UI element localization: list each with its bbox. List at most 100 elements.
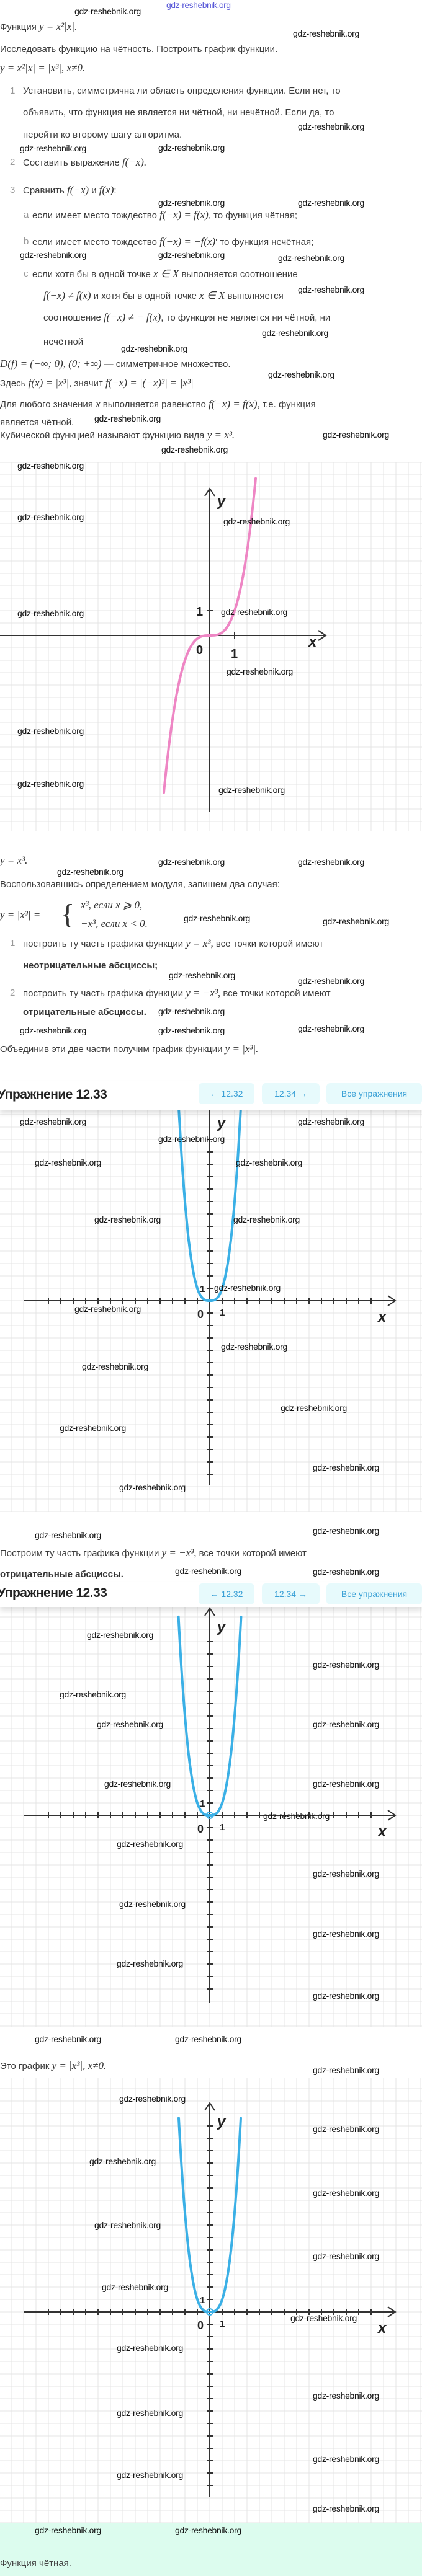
- math-expression: f(−x) = f(x): [208, 398, 258, 410]
- watermark-text: gdz-reshebnik.org: [158, 1134, 225, 1144]
- function-curve: [177, 2117, 242, 2313]
- text-fragment: и: [89, 185, 99, 196]
- watermark-text: gdz-reshebnik.org: [17, 608, 84, 618]
- text-line: построить ту часть графика функции y = −…: [23, 987, 331, 1000]
- prev-exercise-button[interactable]: ← 12.32: [199, 1083, 254, 1104]
- x-axis-arrow: [387, 1810, 397, 1821]
- text-line: отрицательные абсциссы.: [23, 1006, 146, 1019]
- watermark-text: gdz-reshebnik.org: [74, 6, 141, 16]
- watermark-text: gdz-reshebnik.org: [175, 1566, 241, 1576]
- text-fragment: Это график: [0, 2061, 52, 2071]
- watermark-text: gdz-reshebnik.org: [117, 2470, 183, 2480]
- math-expression: f(−x) = |(−x)³| = |x³|: [105, 377, 194, 389]
- watermark-text: gdz-reshebnik.org: [313, 1660, 379, 1670]
- text-fragment: является чётной.: [0, 417, 74, 428]
- watermark-text: gdz-reshebnik.org: [35, 2525, 101, 2535]
- watermark-text: gdz-reshebnik.org: [158, 143, 225, 153]
- math-expression: y = |x³|, x≠0.: [52, 2060, 107, 2071]
- math-expression: D(f) = (−∞; 0), (0; +∞): [0, 358, 102, 370]
- watermark-text: gdz-reshebnik.org: [74, 1304, 141, 1314]
- text-fragment: Составить выражение: [23, 157, 122, 168]
- exercise-header: Упражнение 12.33 ← 12.32 12.34 → Все упр…: [0, 1081, 422, 1110]
- watermark-text: gdz-reshebnik.org: [313, 1719, 379, 1729]
- text-line: соотношение f(−x) ≠ − f(x), то функция н…: [43, 311, 330, 324]
- grid: [0, 1110, 422, 1512]
- watermark-text: gdz-reshebnik.org: [221, 1342, 287, 1352]
- watermark-text: gdz-reshebnik.org: [278, 253, 344, 263]
- text-fragment: Сравнить: [23, 185, 68, 196]
- list-marker: 2: [10, 157, 16, 167]
- math-expression: f(−x): [67, 184, 89, 196]
- next-exercise-button[interactable]: 12.34 →: [262, 1583, 320, 1604]
- math-expression: y = −x³,: [161, 1547, 197, 1559]
- graph-abs-cubic-2: y x 0 1 1: [0, 1607, 422, 2027]
- excluded-point-icon: [206, 1812, 213, 1819]
- prev-exercise-button[interactable]: ← 12.32: [199, 1583, 254, 1604]
- watermark-text: gdz-reshebnik.org: [263, 1811, 330, 1821]
- watermark-text: gdz-reshebnik.org: [298, 857, 364, 867]
- text-line: является чётной.: [0, 417, 74, 429]
- watermark-text: gdz-reshebnik.org: [184, 913, 250, 923]
- piecewise-lhs: y = |x³| =: [0, 909, 41, 921]
- math-expression: f(−x) ≠ − f(x): [104, 311, 161, 323]
- graph-abs-cubic-3: y x 0 1 1: [0, 2078, 422, 2523]
- watermark-text: gdz-reshebnik.org: [298, 1024, 364, 1033]
- watermark-text: gdz-reshebnik.org: [17, 779, 84, 789]
- math-expression: f(−x).: [122, 156, 147, 168]
- text-fragment: нечётной: [43, 337, 84, 347]
- text-fragment: и хотя бы в одной точке: [91, 291, 200, 301]
- watermark-text: gdz-reshebnik.org: [20, 143, 86, 153]
- watermark-text: gdz-reshebnik.org: [158, 198, 225, 208]
- watermark-text: gdz-reshebnik.org: [268, 370, 334, 379]
- watermark-text: gdz-reshebnik.org: [35, 1530, 101, 1540]
- watermark-text: gdz-reshebnik.org: [60, 1423, 126, 1433]
- text-line: Объединив эти две части получим график ф…: [0, 1043, 258, 1056]
- all-exercises-button[interactable]: Все упражнения: [326, 1583, 422, 1604]
- math-expression: x ∈ X: [153, 268, 179, 280]
- text-fragment: Кубической функцией называют функцию вид…: [0, 430, 207, 441]
- x-axis-label: x: [307, 634, 318, 650]
- text-fragment: Воспользовавшись определением модуля, за…: [0, 879, 280, 890]
- x-axis-arrow: [387, 1295, 397, 1306]
- math-expression: f(x) = |x³|: [28, 377, 70, 389]
- list-marker: 1: [10, 86, 16, 96]
- text-line: Это график y = |x³|, x≠0.: [0, 2060, 106, 2073]
- y-tick-label: 1: [200, 1284, 205, 1295]
- watermark-text: gdz-reshebnik.org: [313, 2454, 379, 2464]
- y-axis-arrow: [204, 1607, 215, 1616]
- watermark-text: gdz-reshebnik.org: [158, 250, 225, 260]
- list-marker: 2: [10, 988, 16, 998]
- watermark-text: gdz-reshebnik.org: [313, 2188, 379, 2198]
- text-line: если имеет место тождество f(−x) = −f(x)…: [32, 236, 313, 249]
- watermark-text: gdz-reshebnik.org: [313, 1463, 379, 1472]
- next-exercise-button[interactable]: 12.34 →: [262, 1083, 320, 1104]
- watermark-text: gdz-reshebnik.org: [236, 1157, 302, 1167]
- piecewise-case-1: x³, если x ⩾ 0,: [81, 899, 143, 911]
- watermark-text: gdz-reshebnik.org: [94, 1215, 161, 1224]
- exercise-header-repeat: Упражнение 12.33 ← 12.32 12.34 → Все упр…: [0, 1582, 422, 1607]
- watermark-text: gdz-reshebnik.org: [35, 2034, 101, 2044]
- answer-box: Функция чётная.: [0, 2523, 422, 2576]
- text-line: построить ту часть графика функции y = x…: [23, 937, 323, 950]
- watermark-text: gdz-reshebnik.org: [293, 29, 359, 38]
- text-line: нечётной: [43, 336, 83, 348]
- y-axis-label: y: [217, 2113, 227, 2130]
- text-line: объявить, что функция не является ни чёт…: [23, 107, 334, 119]
- text-line: Установить, симметрична ли область опред…: [23, 85, 341, 97]
- watermark-text: gdz-reshebnik.org: [313, 2065, 379, 2075]
- text-fragment: Функция: [0, 22, 40, 32]
- y-tick-label: 1: [196, 605, 203, 619]
- text-fragment: Для любого значения: [0, 399, 96, 410]
- watermark-text: gdz-reshebnik.org: [119, 1899, 186, 1909]
- text-line: Сравнить f(−x) и f(x):: [23, 184, 117, 197]
- origin-label: 0: [197, 1308, 204, 1321]
- y-tick-label: 1: [200, 1799, 205, 1809]
- exercise-title: Упражнение 12.33: [0, 1586, 107, 1600]
- watermark-text: gdz-reshebnik.org: [94, 414, 161, 423]
- text-fragment: , то функция чётная;: [208, 210, 298, 221]
- watermark-text: gdz-reshebnik.org: [313, 1526, 379, 1536]
- watermark-text: gdz-reshebnik.org: [20, 250, 86, 260]
- watermark-text: gdz-reshebnik.org: [175, 2034, 241, 2044]
- y-axis-label: y: [217, 493, 227, 510]
- all-exercises-button[interactable]: Все упражнения: [326, 1083, 422, 1104]
